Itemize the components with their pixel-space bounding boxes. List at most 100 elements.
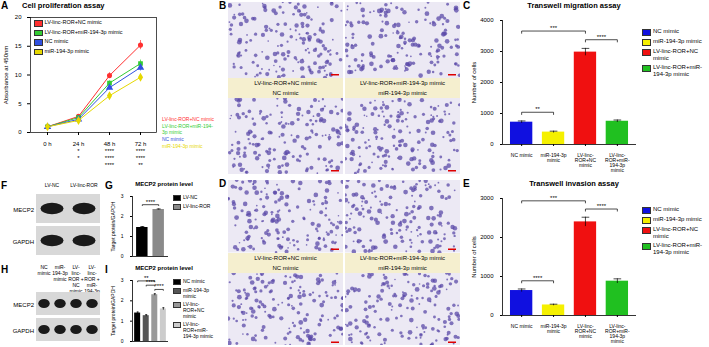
html-text:LV-linc-ROR+miR-194-3p mimic: LV-linc-ROR+miR-194-3p mimic (360, 80, 445, 86)
svg-text:0: 0 (490, 312, 494, 318)
svg-text:2000: 2000 (480, 234, 494, 240)
svg-text:****: **** (136, 148, 146, 154)
svg-text:Absorbance at 450nm: Absorbance at 450nm (3, 46, 9, 105)
html-text:miR-194-3p mimic: miR-194-3p mimic (378, 264, 427, 271)
svg-text:**: ** (535, 106, 540, 112)
svg-text:3000: 3000 (480, 48, 494, 54)
html-text:C: C (463, 0, 471, 11)
html-text:LV-linc-ROR+NC mimic: LV-linc-ROR+NC mimic (183, 301, 205, 319)
html-text:LV-linc-ROR+NC mimic: LV-linc-ROR+NC mimic (254, 254, 317, 261)
svg-text:Number of cells: Number of cells (471, 236, 477, 278)
svg-text:0: 0 (490, 141, 494, 147)
html-text:LV-linc-ROR+NC mimic: LV-linc-ROR+NC mimic (254, 80, 317, 86)
svg-text:2: 2 (121, 213, 124, 219)
html-text:LV-linc-ROR + NC mimic: LV-linc-ROR + NC mimic (68, 264, 84, 294)
html-text:B: B (219, 0, 227, 11)
html-text:LV-linc-ROR+miR-194-3p mimic: LV-linc-ROR+miR-194-3p mimic (653, 64, 703, 77)
html-text:F: F (1, 180, 8, 191)
svg-text:****: **** (597, 34, 607, 40)
html-text:NC mimic: NC mimic (44, 38, 69, 44)
svg-text:LV-linc-ROR+NCmimic: LV-linc-ROR+NCmimic (575, 323, 597, 339)
svg-text:48 h: 48 h (104, 141, 116, 147)
svg-text:1: 1 (121, 233, 124, 239)
html-text:LV-linc-ROR+NC mimic: LV-linc-ROR+NC mimic (162, 116, 214, 122)
html-text:LV-linc-ROR+NC mimic: LV-linc-ROR+NC mimic (653, 48, 699, 61)
svg-text:0 h: 0 h (43, 141, 51, 147)
html-text:LV-linc-ROR+NC mimic: LV-linc-ROR+NC mimic (653, 226, 699, 239)
svg-text:LV-linc-ROR+NCmimic: LV-linc-ROR+NCmimic (575, 152, 597, 168)
html-text:miR-194-3p mimic: miR-194-3p mimic (653, 216, 702, 222)
html-text:LV-linc-ROR+miR-194-3p mimic: LV-linc-ROR+miR-194-3p mimic (653, 242, 703, 255)
svg-text:NC mimic: NC mimic (511, 152, 533, 158)
svg-text:Number of cells: Number of cells (471, 62, 477, 104)
html-text:LV-linc-ROR: LV-linc-ROR (70, 182, 98, 188)
svg-text:*: * (77, 155, 80, 161)
html-text:miR-194-3p mimic: miR-194-3p mimic (44, 47, 90, 54)
svg-text:3: 3 (121, 277, 124, 283)
svg-text:LV-linc-ROR+miR-194-3pmimic: LV-linc-ROR+miR-194-3pmimic (605, 323, 630, 344)
html-text:G: G (105, 180, 113, 191)
svg-text:****: **** (146, 199, 156, 205)
svg-text:*: * (77, 148, 80, 154)
svg-text:1: 1 (121, 318, 124, 324)
html-text:LV-linc-ROR+miR-194-3p mimic: LV-linc-ROR+miR-194-3p mimic (44, 28, 123, 35)
svg-text:5: 5 (18, 101, 22, 107)
html-text:D: D (219, 178, 227, 189)
html-text:NC mimic: NC mimic (272, 90, 299, 96)
svg-text:Target protein/GAPDH: Target protein/GAPDH (110, 201, 116, 251)
svg-text:0: 0 (121, 338, 124, 344)
svg-text:**: ** (144, 275, 149, 281)
html-text:miR-194-3p mimic: miR-194-3p mimic (653, 38, 702, 44)
svg-text:0: 0 (18, 129, 22, 135)
svg-text:miR-194-3pmimic: miR-194-3pmimic (540, 152, 566, 163)
svg-text:NC mimic: NC mimic (511, 323, 533, 329)
html-text:miR-194-3p mimic: miR-194-3p mimic (183, 287, 210, 299)
html-text:H: H (1, 264, 9, 275)
svg-text:****: **** (597, 203, 607, 209)
html-text:Transwell invasion assay: Transwell invasion assay (529, 179, 619, 188)
html-text:LV-linc-ROR+NC mimic: LV-linc-ROR+NC mimic (44, 19, 102, 25)
html-text:NC mimic: NC mimic (272, 264, 299, 271)
svg-text:3000: 3000 (480, 195, 494, 201)
svg-text:****: **** (105, 162, 115, 168)
html-text:E: E (463, 178, 470, 189)
svg-text:****: **** (154, 283, 164, 289)
svg-text:**: ** (138, 162, 143, 168)
svg-text:20: 20 (15, 14, 22, 20)
html-text:LV-linc-ROR+miR-194-3p mimic: LV-linc-ROR+miR-194-3p mimic (162, 123, 213, 135)
html-text:miR-194-3p mimic: miR-194-3p mimic (52, 264, 68, 282)
svg-text:****: **** (533, 275, 543, 281)
html-text:A: A (1, 0, 9, 11)
html-text:LV-linc-ROR + miR-194-3p mimic: LV-linc-ROR + miR-194-3p mimic (84, 264, 100, 300)
svg-text:3: 3 (121, 193, 124, 199)
svg-text:72 h: 72 h (135, 141, 147, 147)
svg-text:24 h: 24 h (73, 141, 85, 147)
svg-text:miR-194-3pmimic: miR-194-3pmimic (540, 323, 566, 334)
html-text:LV-linc-ROR+miR-194-3p mimic: LV-linc-ROR+miR-194-3p mimic (360, 254, 445, 261)
html-text:miR-194-3p mimic: miR-194-3p mimic (378, 90, 427, 96)
html-text:miR-194-3p mimic: miR-194-3p mimic (162, 143, 203, 149)
html-text:LV-linc-ROR+miR-194-3p mimic: LV-linc-ROR+miR-194-3p mimic (183, 321, 213, 339)
html-text:LV-NC: LV-NC (44, 182, 60, 188)
svg-text:4000: 4000 (480, 17, 494, 23)
html-text:NC mimic: NC mimic (162, 136, 184, 142)
svg-text:***: *** (550, 25, 558, 31)
svg-text:0: 0 (121, 253, 124, 259)
svg-text:****: **** (136, 155, 146, 161)
svg-text:LV-linc-ROR+miR-194-3pmimic: LV-linc-ROR+miR-194-3pmimic (605, 152, 630, 173)
html-text:NC mimic: NC mimic (653, 206, 679, 212)
svg-text:Target protein/GAPDH: Target protein/GAPDH (110, 286, 116, 336)
svg-text:1000: 1000 (480, 110, 494, 116)
svg-text:****: **** (105, 148, 115, 154)
svg-text:***: *** (550, 195, 558, 201)
html-text:NC mimic: NC mimic (653, 28, 679, 34)
svg-text:1000: 1000 (480, 273, 494, 279)
svg-text:****: **** (105, 155, 115, 161)
svg-text:2000: 2000 (480, 79, 494, 85)
html-text:Transwell migration assay: Transwell migration assay (527, 1, 621, 10)
html-text:NC mimic: NC mimic (37, 264, 51, 276)
svg-text:10: 10 (15, 72, 22, 78)
svg-text:2: 2 (121, 297, 124, 303)
html-text:Cell proliferation assay: Cell proliferation assay (22, 1, 105, 10)
svg-text:15: 15 (15, 43, 22, 49)
